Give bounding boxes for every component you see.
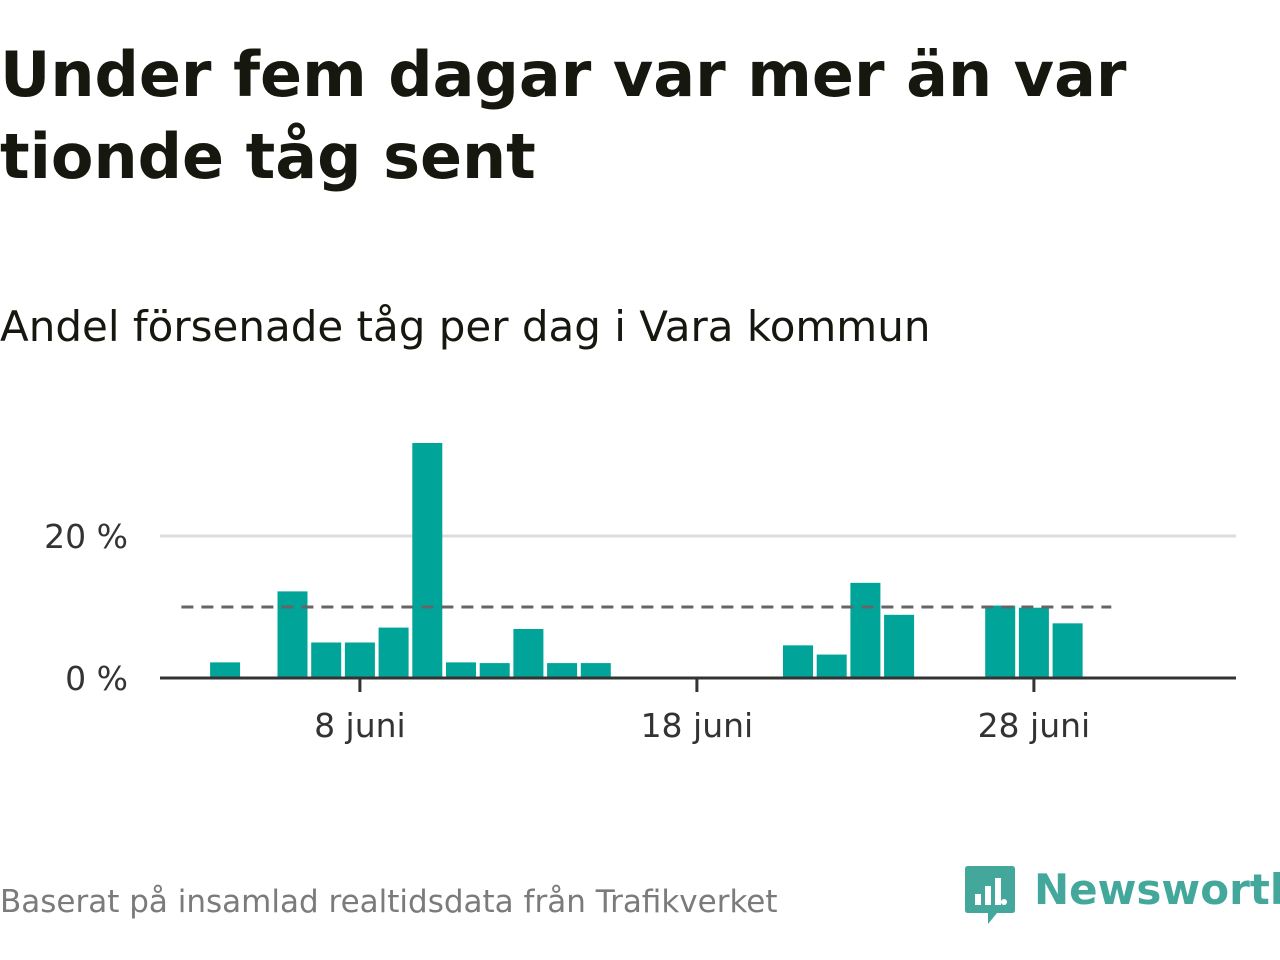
chart-subtitle: Andel försenade tåg per dag i Vara kommu… xyxy=(0,302,931,351)
bar xyxy=(547,663,578,678)
bar xyxy=(985,605,1016,678)
bar xyxy=(513,629,544,678)
newsworthy-logo: Newsworthy xyxy=(964,864,1280,926)
y-tick-label: 20 % xyxy=(44,517,128,556)
source-note: Baserat på insamlad realtidsdata från Tr… xyxy=(0,884,778,920)
bar xyxy=(1052,623,1083,678)
bars xyxy=(210,443,1083,678)
x-tick-label: 8 juni xyxy=(314,706,406,745)
brand-name: Newsworthy xyxy=(1034,865,1280,914)
bar xyxy=(580,663,611,678)
chart-title: Under fem dagar var mer än var tionde tå… xyxy=(0,38,1127,193)
bar xyxy=(446,662,476,678)
bar xyxy=(277,591,308,678)
y-tick-label: 0 % xyxy=(65,659,128,698)
newsworthy-logo-icon xyxy=(965,866,1015,924)
bar xyxy=(1018,607,1049,678)
x-axis: 8 juni 18 juni 28 juni xyxy=(160,676,1236,745)
bar xyxy=(412,443,443,678)
bar xyxy=(311,642,342,678)
bar xyxy=(378,627,409,678)
x-tick-label: 18 juni xyxy=(641,706,754,745)
bar xyxy=(210,662,241,678)
bar xyxy=(884,614,915,678)
bar-chart: 0 % 20 % 8 juni 18 juni 28 juni xyxy=(44,443,1236,745)
bar xyxy=(850,582,881,678)
x-tick-label: 28 juni xyxy=(978,706,1091,745)
bar xyxy=(479,663,510,678)
bar xyxy=(344,642,375,678)
y-tick-labels: 0 % 20 % xyxy=(44,517,128,698)
bar xyxy=(783,645,813,678)
bar xyxy=(816,654,847,678)
